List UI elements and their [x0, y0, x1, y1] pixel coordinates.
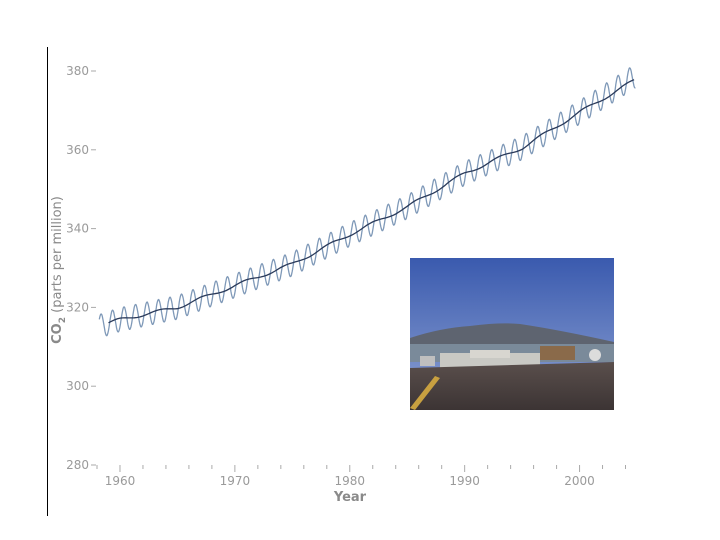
x-tick-label: 1960: [105, 474, 136, 488]
x-tick-label: 1980: [334, 474, 365, 488]
y-tick-label: 380: [66, 64, 89, 78]
y-tick-label: 300: [66, 379, 89, 393]
observatory-photo-image: [410, 258, 614, 410]
y-axis-title-subscript: 2: [58, 317, 68, 323]
y-axis-title-main: CO: [50, 323, 65, 344]
y-tick-label: 320: [66, 300, 89, 314]
observatory-photo: [410, 258, 614, 410]
y-axis: 280 300 320 340 360 380: [66, 64, 96, 472]
y-tick-label: 340: [66, 222, 89, 236]
co2-monthly-series-line: [98, 67, 636, 337]
x-axis-title: Year: [333, 490, 367, 505]
x-tick-label: 1970: [220, 474, 251, 488]
left-border-rule: [47, 47, 48, 516]
y-axis-title: CO2 (parts per million): [50, 196, 68, 344]
co2-annual-trend-line: [108, 79, 635, 324]
y-tick-label: 280: [66, 458, 89, 472]
x-tick-label: 1990: [449, 474, 480, 488]
x-axis: 1960 1970 1980 1990 2000: [96, 465, 627, 488]
x-tick-label: 2000: [564, 474, 595, 488]
y-tick-label: 360: [66, 143, 89, 157]
y-axis-title-rest: (parts per million): [50, 196, 65, 317]
